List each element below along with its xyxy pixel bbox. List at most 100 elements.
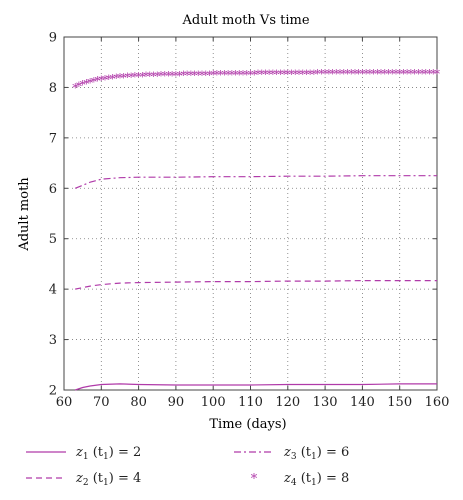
series-z4: ****************************************… bbox=[72, 67, 440, 95]
series-z4-marker: * bbox=[378, 67, 384, 81]
series-z4-marker: * bbox=[400, 67, 406, 81]
x-tick-label: 140 bbox=[350, 395, 375, 410]
x-tick-label: 90 bbox=[168, 395, 185, 410]
series-z4-marker: * bbox=[270, 67, 276, 81]
series-z4-marker: * bbox=[180, 68, 186, 82]
series-z4-marker: * bbox=[151, 69, 157, 83]
series-z4-marker: * bbox=[184, 68, 190, 82]
series-z4-marker: * bbox=[165, 69, 171, 83]
y-tick-label: 6 bbox=[49, 182, 57, 197]
series-z4-marker: * bbox=[83, 77, 89, 91]
series-z4-marker: * bbox=[128, 70, 134, 84]
series-z4-marker: * bbox=[192, 68, 198, 82]
series-z4-marker: * bbox=[281, 67, 287, 81]
legend-item-z3: z3 (t1) = 6 bbox=[232, 442, 349, 462]
y-axis-ticks: 2 3 4 5 6 7 8 9 bbox=[49, 31, 437, 399]
series-z4-marker: * bbox=[356, 67, 362, 81]
x-tick-label: 150 bbox=[387, 395, 412, 410]
series-z4-marker: * bbox=[91, 75, 97, 89]
series-z4-marker: * bbox=[154, 69, 160, 83]
series-z4-marker: * bbox=[162, 69, 168, 83]
series-z4-marker: * bbox=[139, 70, 145, 84]
legend-swatch-z4: * bbox=[251, 472, 258, 484]
series-z3-line bbox=[74, 175, 437, 189]
y-axis-label: Adult moth bbox=[17, 177, 32, 252]
series-z4-marker: * bbox=[147, 69, 153, 83]
legend-swatch-z1 bbox=[26, 451, 66, 453]
legend-item-z4: * z4 (t1) = 8 bbox=[232, 468, 350, 488]
series-z4-marker: * bbox=[76, 79, 82, 93]
x-axis-label: Time (days) bbox=[209, 417, 286, 432]
series-z4-marker: * bbox=[404, 67, 410, 81]
x-tick-label: 70 bbox=[93, 395, 110, 410]
series-z4-marker: * bbox=[296, 67, 302, 81]
series-z2-line bbox=[75, 280, 437, 290]
series-z4-marker: * bbox=[333, 67, 339, 81]
series-z4-marker: * bbox=[292, 67, 298, 81]
series-z4-marker: * bbox=[300, 67, 306, 81]
series-z4-marker: * bbox=[389, 67, 395, 81]
legend-label-z3: z3 (t1) = 6 bbox=[284, 444, 350, 462]
series-z4-marker: * bbox=[430, 67, 436, 81]
series-z4-marker: * bbox=[415, 67, 421, 81]
series-z4-marker: * bbox=[210, 68, 216, 82]
x-tick-label: 130 bbox=[313, 395, 338, 410]
series-z4-marker: * bbox=[434, 67, 440, 81]
series-z4-marker: * bbox=[371, 67, 377, 81]
y-tick-label: 7 bbox=[49, 131, 57, 146]
series-z4-marker: * bbox=[195, 68, 201, 82]
y-tick-label: 2 bbox=[49, 384, 57, 399]
series-z4-marker: * bbox=[248, 68, 254, 82]
series-z4-marker: * bbox=[259, 67, 265, 81]
series-z4-marker: * bbox=[348, 67, 354, 81]
series-z4-marker: * bbox=[80, 78, 86, 92]
x-tick-label: 100 bbox=[201, 395, 226, 410]
x-tick-label: 60 bbox=[56, 395, 73, 410]
x-tick-label: 110 bbox=[238, 395, 263, 410]
series-z4-marker: * bbox=[206, 68, 212, 82]
series-z4-marker: * bbox=[277, 67, 283, 81]
series-z4-marker: * bbox=[113, 71, 119, 85]
series-z4-marker: * bbox=[262, 67, 268, 81]
series-z4-marker: * bbox=[382, 67, 388, 81]
legend-label-z2: z2 (t1) = 4 bbox=[76, 470, 142, 488]
series-z4-marker: * bbox=[106, 72, 112, 86]
series-z4-marker: * bbox=[229, 68, 235, 82]
series-z4-marker: * bbox=[326, 67, 332, 81]
y-tick-label: 4 bbox=[49, 283, 57, 298]
series-z4-marker: * bbox=[214, 68, 220, 82]
legend-swatch-z2 bbox=[26, 477, 66, 479]
legend-item-z1: z1 (t1) = 2 bbox=[24, 442, 141, 462]
series-z4-marker: * bbox=[203, 68, 209, 82]
series-z4-marker: * bbox=[98, 73, 104, 87]
series-z4-marker: * bbox=[109, 72, 115, 86]
series-z4-marker: * bbox=[173, 69, 179, 83]
legend-swatch-z3 bbox=[234, 451, 274, 453]
series-z4-marker: * bbox=[315, 67, 321, 81]
series-z4-marker: * bbox=[87, 76, 93, 90]
y-tick-label: 9 bbox=[49, 31, 57, 46]
series-z4-marker: * bbox=[266, 67, 272, 81]
legend-item-z2: z2 (t1) = 4 bbox=[24, 468, 141, 488]
series-z4-marker: * bbox=[408, 67, 414, 81]
series-z4-marker: * bbox=[341, 67, 347, 81]
series-z4-marker: * bbox=[136, 70, 142, 84]
series-z4-marker: * bbox=[363, 67, 369, 81]
x-tick-label: 120 bbox=[275, 395, 300, 410]
series-z4-marker: * bbox=[72, 81, 78, 95]
legend-label-z4: z4 (t1) = 8 bbox=[284, 470, 350, 488]
y-tick-label: 3 bbox=[49, 333, 57, 348]
series-z4-marker: * bbox=[285, 67, 291, 81]
series-z4-marker: * bbox=[311, 67, 317, 81]
x-tick-label: 160 bbox=[425, 395, 450, 410]
series-z4-marker: * bbox=[233, 68, 239, 82]
x-axis-ticks: 60 70 80 90 100 110 120 130 140 150 160 bbox=[56, 37, 450, 410]
series-z4-marker: * bbox=[169, 69, 175, 83]
series-z4-marker: * bbox=[225, 68, 231, 82]
series-z4-marker: * bbox=[423, 67, 429, 81]
gridlines bbox=[64, 37, 437, 390]
series-z4-marker: * bbox=[374, 67, 380, 81]
series-z4-marker: * bbox=[337, 67, 343, 81]
adult-moth-chart: Adult moth Vs time 2 3 4 5 6 7 8 9 60 70 80 90 100 1… bbox=[17, 13, 450, 432]
x-tick-label: 80 bbox=[130, 395, 147, 410]
